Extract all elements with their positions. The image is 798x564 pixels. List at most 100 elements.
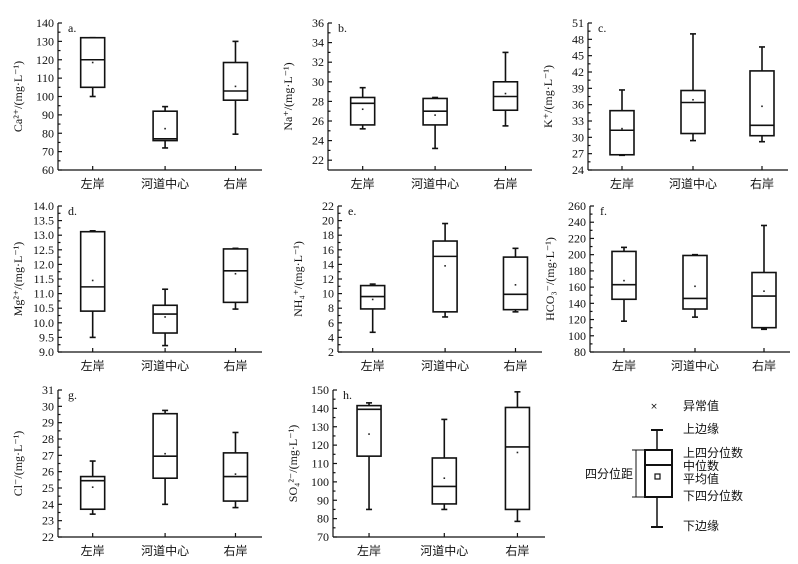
x-tick-label: 左岸: [81, 358, 105, 373]
y-tick-label: 70: [317, 530, 329, 544]
y-tick-label: 14.0: [33, 199, 54, 213]
y-tick-label: 60: [42, 163, 54, 177]
y-tick-label: 70: [42, 145, 54, 159]
iqr-box: [79, 475, 106, 511]
y-tick-label: 30: [42, 399, 54, 413]
y-tick-label: 45: [572, 49, 584, 63]
y-tick-label: 200: [568, 248, 586, 262]
mean-marker: [91, 61, 94, 64]
box-2: [751, 224, 777, 331]
y-tick-label: 180: [568, 264, 586, 278]
legend-outlier-label: 异常值: [683, 398, 719, 413]
legend: × 异常值 上边缘 上四分位数 中位数 平均值 下四分位数 下边缘 四分位距: [585, 398, 743, 533]
y-tick-label: 120: [568, 313, 586, 327]
y-tick-label: 110: [36, 71, 54, 85]
mean-marker: [621, 127, 623, 130]
iqr-box: [751, 271, 777, 329]
y-tick-label: 30: [312, 75, 324, 89]
mean-marker: [368, 433, 370, 435]
y-axis-label: SO₄²⁻/(mg·L⁻¹): [286, 425, 300, 502]
x-tick-label: 右岸: [223, 176, 247, 191]
mean-marker: [692, 98, 694, 101]
y-tick-label: 260: [568, 199, 586, 213]
legend-mean-marker: [654, 473, 661, 480]
legend-iqr-label: 四分位距: [585, 466, 633, 481]
panel-a: 60 70 80 90 100 110 120 130 140 a. Ca²⁺/(mg·L⁻¹) 左岸…: [11, 16, 262, 191]
y-tick-label: 14: [322, 257, 334, 271]
y-tick-label: 48: [572, 32, 584, 46]
y-axis-label: HCO₃⁻/(mg·L⁻¹): [543, 237, 557, 321]
box-1: [152, 288, 178, 347]
y-tick-label: 42: [572, 65, 584, 79]
y-tick-label: 13.0: [33, 228, 54, 242]
y-tick-label: 51: [572, 16, 584, 30]
iqr-box: [152, 110, 178, 142]
mean-marker: [761, 105, 763, 108]
mean-marker: [434, 114, 436, 116]
x-tick-label: 右岸: [223, 543, 247, 558]
y-tick-label: 130: [36, 34, 54, 48]
y-tick-label: 12.5: [33, 243, 54, 257]
mean-marker: [234, 85, 237, 88]
y-tick-label: 23: [42, 514, 54, 528]
mean-marker: [443, 477, 446, 479]
panel-f: 80 100 120 140 160 180 200 220 240 260 f. HCO₃⁻/(mg…: [543, 199, 790, 373]
box-2: [504, 391, 531, 523]
mean-marker: [623, 279, 625, 282]
x-tick-label: 右岸: [752, 358, 776, 373]
y-tick-label: 33: [572, 114, 584, 128]
box-0: [79, 230, 106, 339]
box-1: [431, 418, 458, 511]
y-tick-label: 34: [312, 36, 324, 50]
legend-lower-quartile-label: 下四分位数: [683, 488, 743, 503]
panel-d: 9.09.510.010.511.011.512.012.513.013.514…: [11, 199, 262, 373]
legend-mean-label: 平均值: [683, 471, 719, 486]
iqr-box: [356, 404, 382, 457]
y-tick-label: 6: [328, 316, 334, 330]
y-tick-label: 25: [42, 481, 54, 495]
box-1: [682, 253, 708, 318]
iqr-box: [432, 240, 458, 313]
y-tick-label: 31: [42, 383, 54, 397]
y-tick-label: 16: [322, 243, 334, 257]
mean-marker: [361, 108, 364, 111]
y-tick-label: 100: [568, 329, 586, 343]
y-tick-label: 240: [568, 215, 586, 229]
y-tick-label: 9.5: [39, 330, 54, 344]
y-tick-label: 120: [311, 438, 329, 452]
y-tick-label: 80: [317, 512, 329, 526]
panel-label: f.: [600, 204, 607, 218]
iqr-box: [504, 406, 531, 511]
mean-marker: [694, 285, 696, 288]
y-tick-label: 24: [572, 163, 584, 177]
panel-g: 22 23 24 25 26 27 28 29 30 31 g. Cl⁻/(mg·L⁻¹) 左岸 河道中心…: [11, 383, 262, 558]
y-tick-label: 10: [322, 287, 334, 301]
y-axis-label: Na⁺/(mg·L⁻¹): [281, 62, 295, 130]
y-axis-label: K⁺/(mg·L⁻¹): [541, 65, 555, 128]
box-2: [222, 40, 249, 135]
y-tick-label: 27: [42, 448, 54, 462]
y-tick-label: 28: [312, 94, 324, 108]
iqr-box: [222, 61, 249, 101]
box-0: [79, 460, 106, 515]
y-tick-label: 22: [312, 153, 324, 167]
panel-b: 22 24 26 28 30 32 34 36 b. Na⁺/(mg·L⁻¹) 左岸 河道中心 右岸: [281, 16, 532, 191]
mean-marker: [763, 290, 765, 292]
legend-upper-whisker-label: 上边缘: [683, 422, 719, 436]
x-tick-label: 左岸: [357, 543, 381, 558]
y-tick-label: 4: [328, 330, 334, 344]
y-tick-label: 28: [42, 432, 54, 446]
box-2: [222, 247, 249, 310]
iqr-box: [222, 248, 249, 304]
panel-label: e.: [348, 204, 356, 218]
y-axis-label: Mg²⁺/(mg·L⁻¹): [11, 242, 25, 317]
x-tick-label: 河道中心: [669, 176, 717, 191]
y-tick-label: 22: [42, 530, 54, 544]
iqr-box: [502, 256, 529, 311]
y-tick-label: 24: [312, 134, 324, 148]
box-2: [222, 431, 249, 509]
panel-c: 24 27 30 33 36 39 42 45 48 51 c. K⁺/(mg·L⁻¹) 左岸 河道中心 右…: [541, 16, 788, 191]
y-tick-label: 130: [311, 420, 329, 434]
y-tick-label: 29: [42, 416, 54, 430]
